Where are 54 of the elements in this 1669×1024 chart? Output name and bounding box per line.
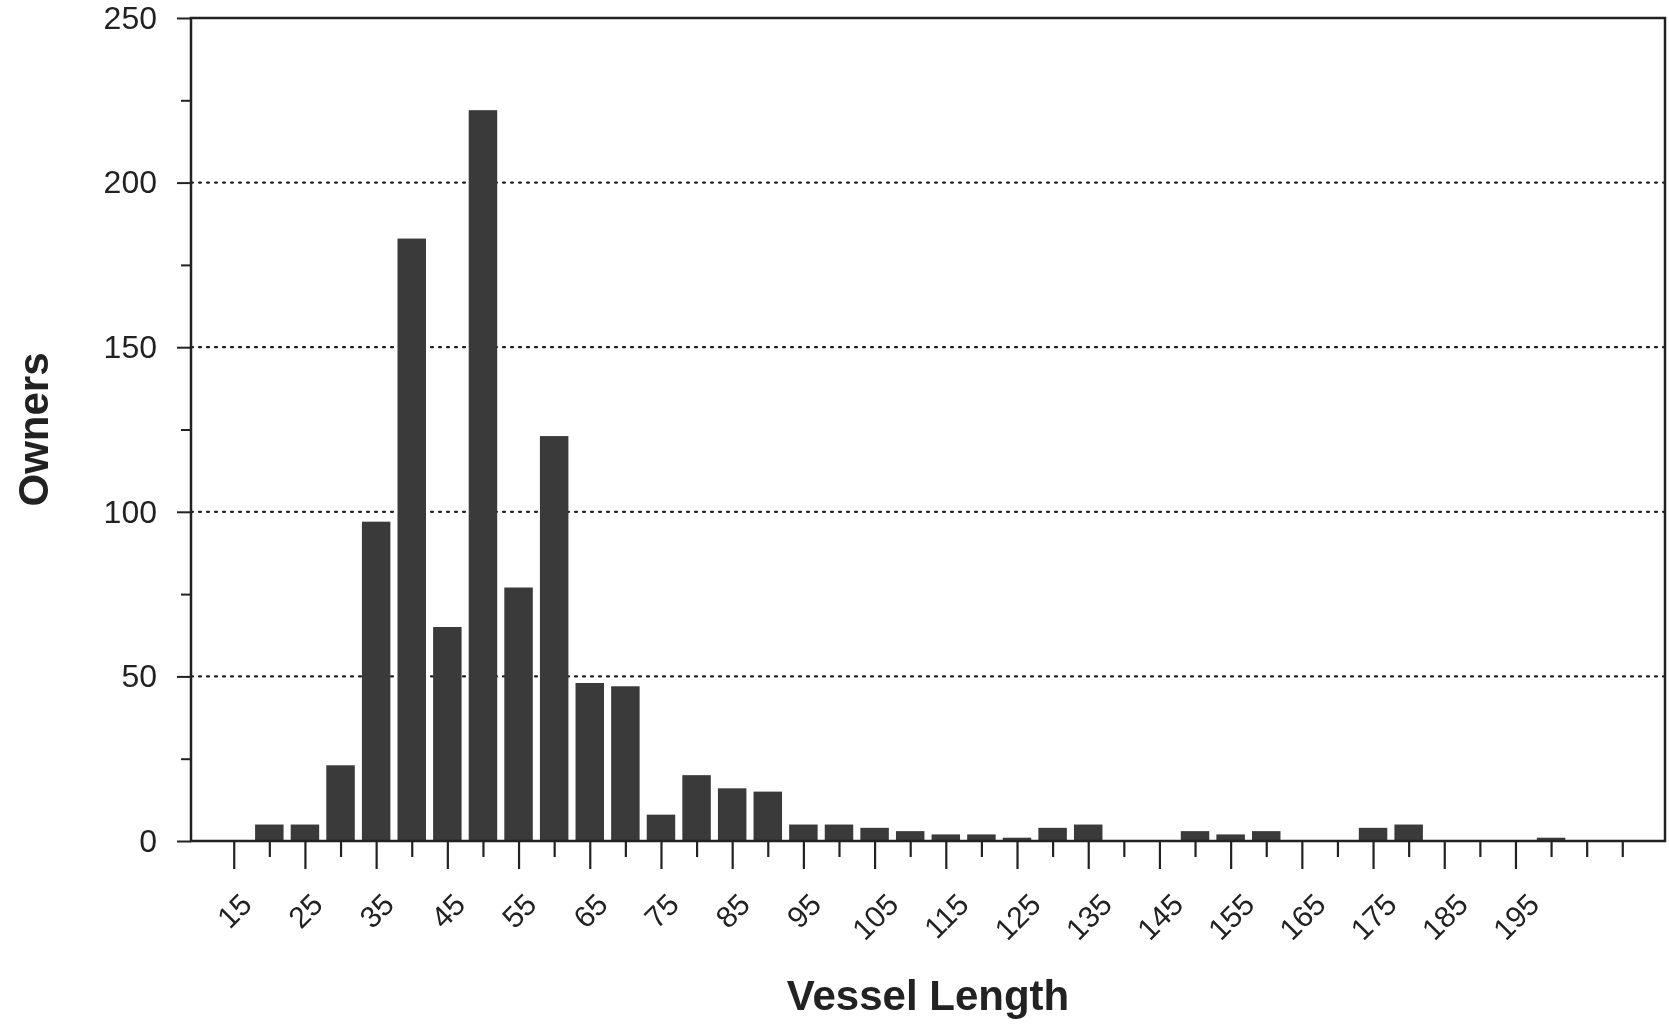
bar — [1038, 827, 1067, 841]
x-tick-label: 145 — [1130, 887, 1190, 947]
x-tick-label: 85 — [709, 887, 757, 935]
bar — [1216, 834, 1245, 841]
x-tick-label: 55 — [495, 887, 543, 935]
bar — [1252, 831, 1281, 841]
y-tick-label: 50 — [121, 658, 157, 695]
y-axis-title: Owners — [10, 352, 57, 507]
x-tick-label: 65 — [566, 887, 614, 935]
x-tick-label: 35 — [353, 887, 401, 935]
bar — [860, 827, 889, 841]
bar — [575, 682, 605, 841]
bar — [824, 824, 854, 841]
x-tick-label: 115 — [917, 887, 975, 945]
x-tick-label: 125 — [988, 887, 1047, 947]
bar — [255, 824, 284, 841]
bar — [468, 110, 498, 841]
bar — [1358, 827, 1388, 841]
bar — [290, 824, 320, 841]
x-tick-label: 95 — [780, 887, 828, 935]
y-tick-label: 100 — [103, 493, 157, 530]
x-tick-label: 165 — [1272, 887, 1332, 947]
x-tick-label: 135 — [1059, 887, 1119, 947]
bar — [682, 775, 711, 841]
x-tick-label: 195 — [1486, 887, 1546, 947]
y-tick-label: 150 — [103, 328, 157, 365]
bar — [717, 788, 747, 841]
bar — [789, 824, 818, 841]
bar — [397, 238, 426, 841]
x-axis-title: Vessel Length — [786, 972, 1070, 1019]
bar — [361, 521, 391, 841]
x-tick-label: 75 — [638, 887, 685, 935]
bar — [967, 834, 996, 841]
x-tick-label: 25 — [281, 887, 329, 935]
bar — [611, 686, 640, 841]
bar — [895, 831, 925, 841]
bar — [1394, 824, 1423, 841]
x-tick-label: 175 — [1344, 887, 1403, 947]
bar — [539, 436, 569, 841]
bar — [326, 765, 355, 841]
x-tick-label: 155 — [1201, 887, 1261, 947]
x-tick-label: 15 — [210, 887, 258, 935]
x-tick-label: 105 — [845, 887, 905, 947]
bar — [753, 791, 783, 841]
bar — [1073, 824, 1103, 841]
y-tick-label: 0 — [139, 822, 157, 859]
bar — [1180, 831, 1210, 841]
bar — [433, 627, 462, 841]
y-tick-label: 200 — [103, 164, 157, 201]
x-tick-label: 45 — [424, 887, 472, 935]
bar — [646, 814, 676, 841]
y-tick-label: 250 — [103, 0, 157, 36]
bar — [504, 587, 533, 841]
x-tick-label: 185 — [1415, 887, 1475, 947]
